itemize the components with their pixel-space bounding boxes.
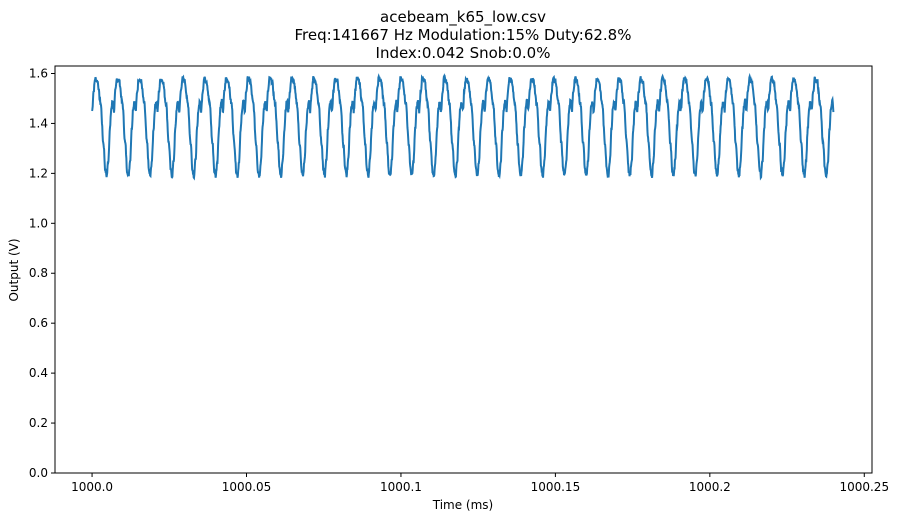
x-axis-label: Time (ms): [432, 498, 494, 512]
plot-frame: [54, 65, 873, 474]
y-axis-label: Output (V): [7, 238, 21, 301]
y-tick-label: 1.2: [29, 166, 48, 180]
chart-title-line-3: Index:0.042 Snob:0.0%: [376, 44, 551, 62]
series-line-output: [91, 72, 835, 181]
y-tick-label: 1.4: [29, 116, 48, 130]
x-tick-label: 1000.05: [222, 480, 272, 494]
y-tick-label: 0.8: [29, 266, 48, 280]
x-tick-label: 1000.0: [71, 480, 113, 494]
y-tick-label: 0.4: [29, 366, 48, 380]
x-tick-label: 1000.25: [839, 480, 889, 494]
y-tick-label: 1.0: [29, 216, 48, 230]
y-tick-label: 1.6: [29, 66, 48, 80]
x-tick-label: 1000.15: [531, 480, 581, 494]
y-tick-label: 0.6: [29, 316, 48, 330]
chart-title-line-2: Freq:141667 Hz Modulation:15% Duty:62.8%: [295, 26, 632, 44]
y-tick-label: 0.2: [29, 416, 48, 430]
x-tick-label: 1000.1: [380, 480, 422, 494]
x-tick-label: 1000.2: [689, 480, 731, 494]
y-tick-label: 0.0: [29, 466, 48, 480]
chart-title-line-1: acebeam_k65_low.csv: [380, 8, 546, 27]
